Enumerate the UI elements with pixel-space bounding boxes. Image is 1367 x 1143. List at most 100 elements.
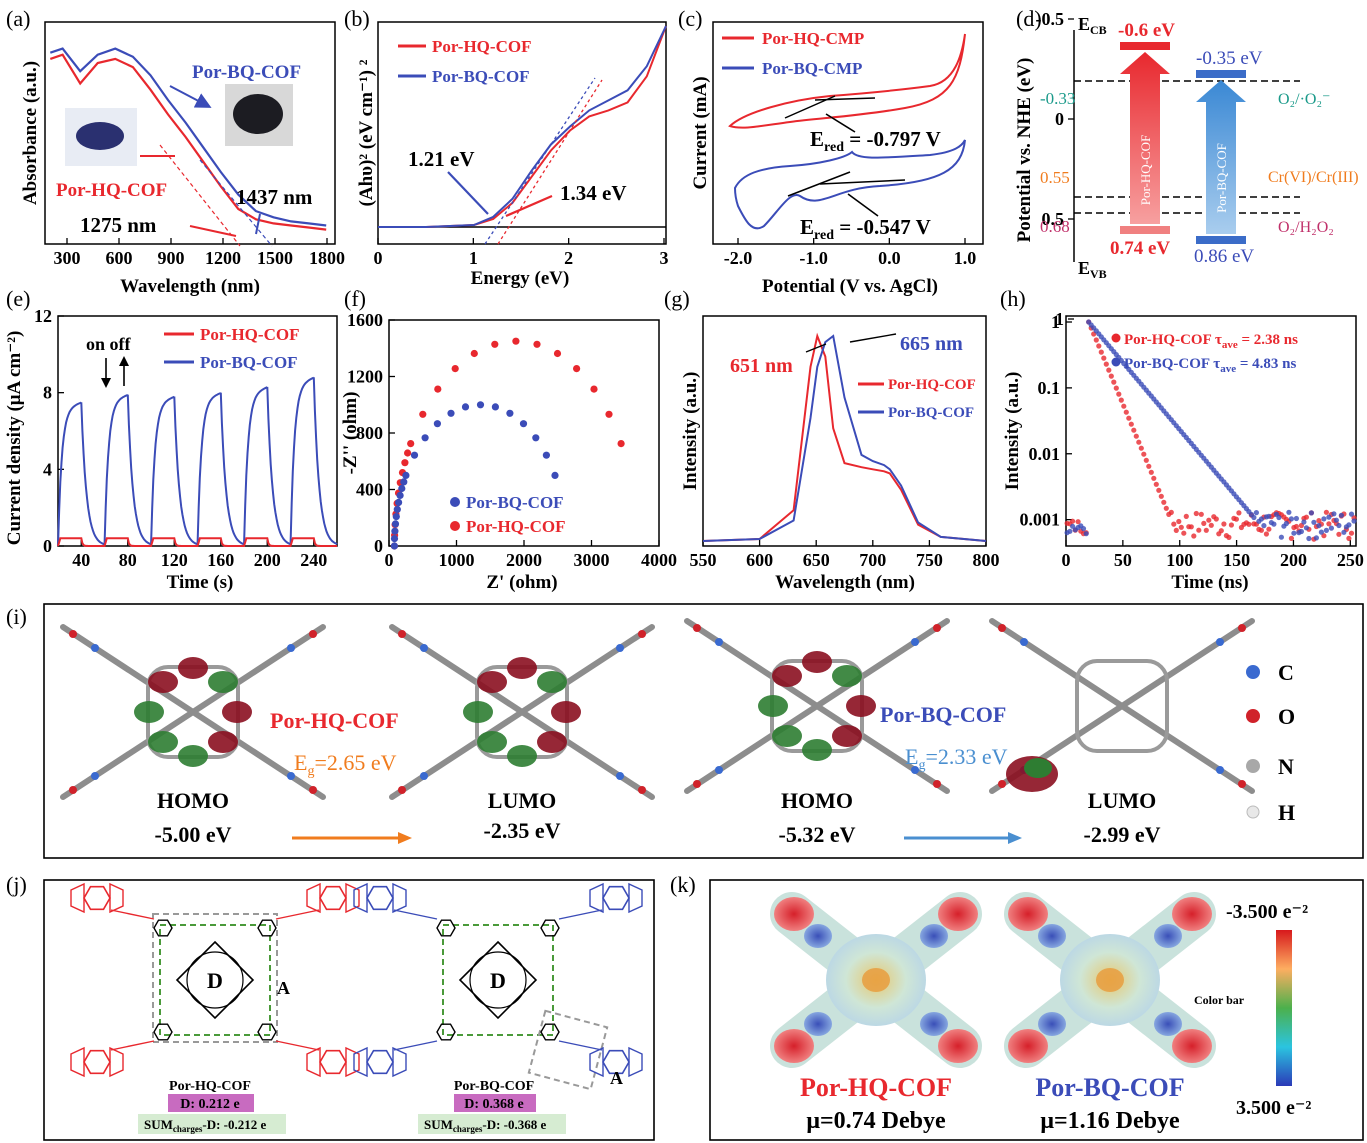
panel-j-bq-a-label: A: [610, 1068, 623, 1088]
panel-g-xtick-label: 550: [690, 550, 717, 570]
panel-g-arrow-665: [849, 333, 897, 343]
panel-h-point-hq: [1226, 534, 1232, 541]
panel-j-bq-imidazole: [628, 882, 643, 914]
panel-h-point-bq: [1083, 531, 1089, 537]
panel-k-hq-neg-lobe: [774, 897, 814, 931]
panel-h-point-bq: [1323, 527, 1329, 534]
panel-i-homo-hq-arm: [190, 624, 326, 715]
panel-h-point-hq: [1176, 518, 1182, 525]
panel-f-point-hq: [605, 410, 613, 418]
panel-i-homo-hq-atom-n: [287, 772, 295, 780]
panel-j-bq-acceptor-ring: [602, 885, 630, 911]
panel-h-xtick-label: 0: [1062, 550, 1071, 570]
panel-h-point-hq: [1101, 355, 1107, 361]
panel-f-point-hq: [470, 349, 478, 358]
panel-c-tangent-bq-1: [787, 171, 851, 197]
panel-h-legend-hq: Por-HQ-COF τave = 2.38 ns: [1124, 332, 1298, 351]
panel-f-point-hq: [573, 365, 581, 373]
panel-f-point-hq: [419, 410, 427, 418]
panel-i-legend-h-dot: [1246, 805, 1260, 819]
panel-f-point-bq: [421, 434, 429, 442]
panel-i-lumo-hq-orbital-lobe: [507, 745, 537, 767]
panel-d-bq-cb: -0.35 eV: [1196, 48, 1263, 69]
panel-d-letter: (d): [1016, 6, 1042, 31]
panel-k-bq-pos-lobe: [1154, 1012, 1182, 1036]
panel-c-xlabel: Potential (V vs. AgCl): [762, 276, 938, 297]
panel-e-xtick-label: 40: [72, 550, 90, 570]
panel-c-arrow-2: [847, 193, 879, 217]
panel-f-point-bq: [506, 409, 514, 417]
panel-i-e3: -5.32 eV: [779, 822, 856, 847]
panel-k-letter: (k): [670, 872, 696, 897]
panel-b-legend-hq: Por-HQ-COF: [432, 37, 531, 56]
panel-c-xtick-label: 0.0: [878, 248, 901, 268]
panel-f-points: [390, 337, 625, 550]
panel-h-point-bq: [1326, 514, 1332, 520]
panel-f-point-bq: [551, 471, 559, 479]
panel-k-bq-mu: μ=1.16 Debye: [1040, 1108, 1180, 1134]
panel-j-hq-phenyl: [257, 1023, 277, 1041]
panel-a-bq-curve: [49, 47, 327, 227]
panel-i-homo-bq-orbital-lobe: [772, 665, 802, 687]
panel-h-point-bq: [1278, 534, 1284, 540]
panel-h-point-hq: [1348, 530, 1355, 536]
panel-g-xtick-label: 750: [916, 550, 943, 570]
panel-a-legend-bq: Por-BQ-COF: [192, 62, 301, 83]
panel-h-point-bq: [1303, 525, 1309, 531]
panel-f-point-bq: [390, 542, 398, 550]
panel-c-legend-bq: Por-BQ-CMP: [762, 59, 862, 78]
panel-h-point-hq: [1228, 522, 1234, 528]
panel-h-point-hq: [1336, 531, 1342, 537]
panel-h-point-hq: [1326, 521, 1332, 527]
panel-j-hq-name: Por-HQ-COF: [169, 1079, 251, 1094]
panel-c: (c) Current (mA) Potential (V vs. AgCl) …: [678, 6, 984, 297]
panel-i-letter: (i): [6, 604, 27, 629]
panel-j-hq-d: D: 0.212 e: [180, 1097, 240, 1112]
panel-h-point-bq: [1331, 511, 1337, 517]
panel-d-hq-arrow: [1120, 52, 1170, 224]
panel-h-point-bq: [1341, 529, 1347, 535]
panel-c-ann-2: Ered = -0.547 V: [800, 215, 931, 243]
panel-e-xtick-label: 200: [254, 550, 281, 570]
panel-h-point-bq: [1258, 516, 1264, 522]
panel-d-ref1: -0.33: [1040, 89, 1075, 108]
panel-c-legend-hq: Por-HQ-CMP: [762, 29, 864, 48]
panel-h-point-hq: [1163, 505, 1169, 511]
panel-h-point-hq: [1121, 403, 1127, 409]
panel-h-point-bq: [1291, 530, 1297, 536]
panel-k-bq-name: Por-BQ-COF: [1035, 1073, 1184, 1102]
panel-f-point-bq: [400, 478, 408, 486]
panel-h-ylabel: Intensity (a.u.): [1002, 372, 1023, 491]
panel-i-lumo-bq-atom-o: [1238, 624, 1246, 632]
panel-j-hq-sum: SUMcharges-D: -0.212 e: [144, 1117, 267, 1134]
panel-k-esp-maps: [770, 892, 1216, 1068]
panel-f-point-hq: [404, 449, 412, 457]
panel-b-xticks: 0 1 2 3: [374, 238, 669, 268]
panel-f-point-bq: [433, 420, 441, 428]
panel-j-bq-acceptor-box: [527, 1009, 609, 1091]
panel-d-bq-cb-bar: [1196, 70, 1246, 78]
panel-h-point-hq: [1096, 343, 1102, 349]
panel-h-point-bq: [1351, 518, 1357, 524]
panel-b-bq-curve: [378, 25, 667, 228]
panel-h-point-bq: [1313, 535, 1319, 541]
panel-i-arrowhead-bq: [1008, 832, 1022, 844]
panel-c-arrow-1: [825, 113, 856, 133]
panel-c-axes: [712, 21, 984, 245]
panel-h-point-hq: [1075, 519, 1081, 525]
panel-f-legend-bq-marker: [450, 497, 460, 507]
panel-i-molecules: [60, 618, 1255, 800]
panel-f-letter: (f): [344, 286, 366, 311]
panel-h-point-hq: [1156, 487, 1162, 493]
panel-h-ticks: 0 50 100 150 200 250 1 0.1 0.01 0.001: [1020, 312, 1364, 570]
panel-i-bq-eg: Eg=2.33 eV: [905, 744, 1008, 773]
panel-i-homo-hq-arm: [190, 709, 326, 800]
panel-h-point-hq: [1188, 524, 1194, 530]
panel-i-lumo-hq-atom-o: [398, 786, 406, 794]
panel-k-hq-mu: μ=0.74 Debye: [806, 1108, 946, 1134]
panel-g-ann-651: 651 nm: [730, 355, 793, 377]
panel-d-ylabel: Potential vs. NHE (eV): [1014, 58, 1035, 243]
panel-h-ytick-label: 1: [1051, 312, 1060, 332]
panel-k: (k) -3.500 e⁻² 3.500 e⁻² Color bar Por-H…: [670, 872, 1364, 1141]
